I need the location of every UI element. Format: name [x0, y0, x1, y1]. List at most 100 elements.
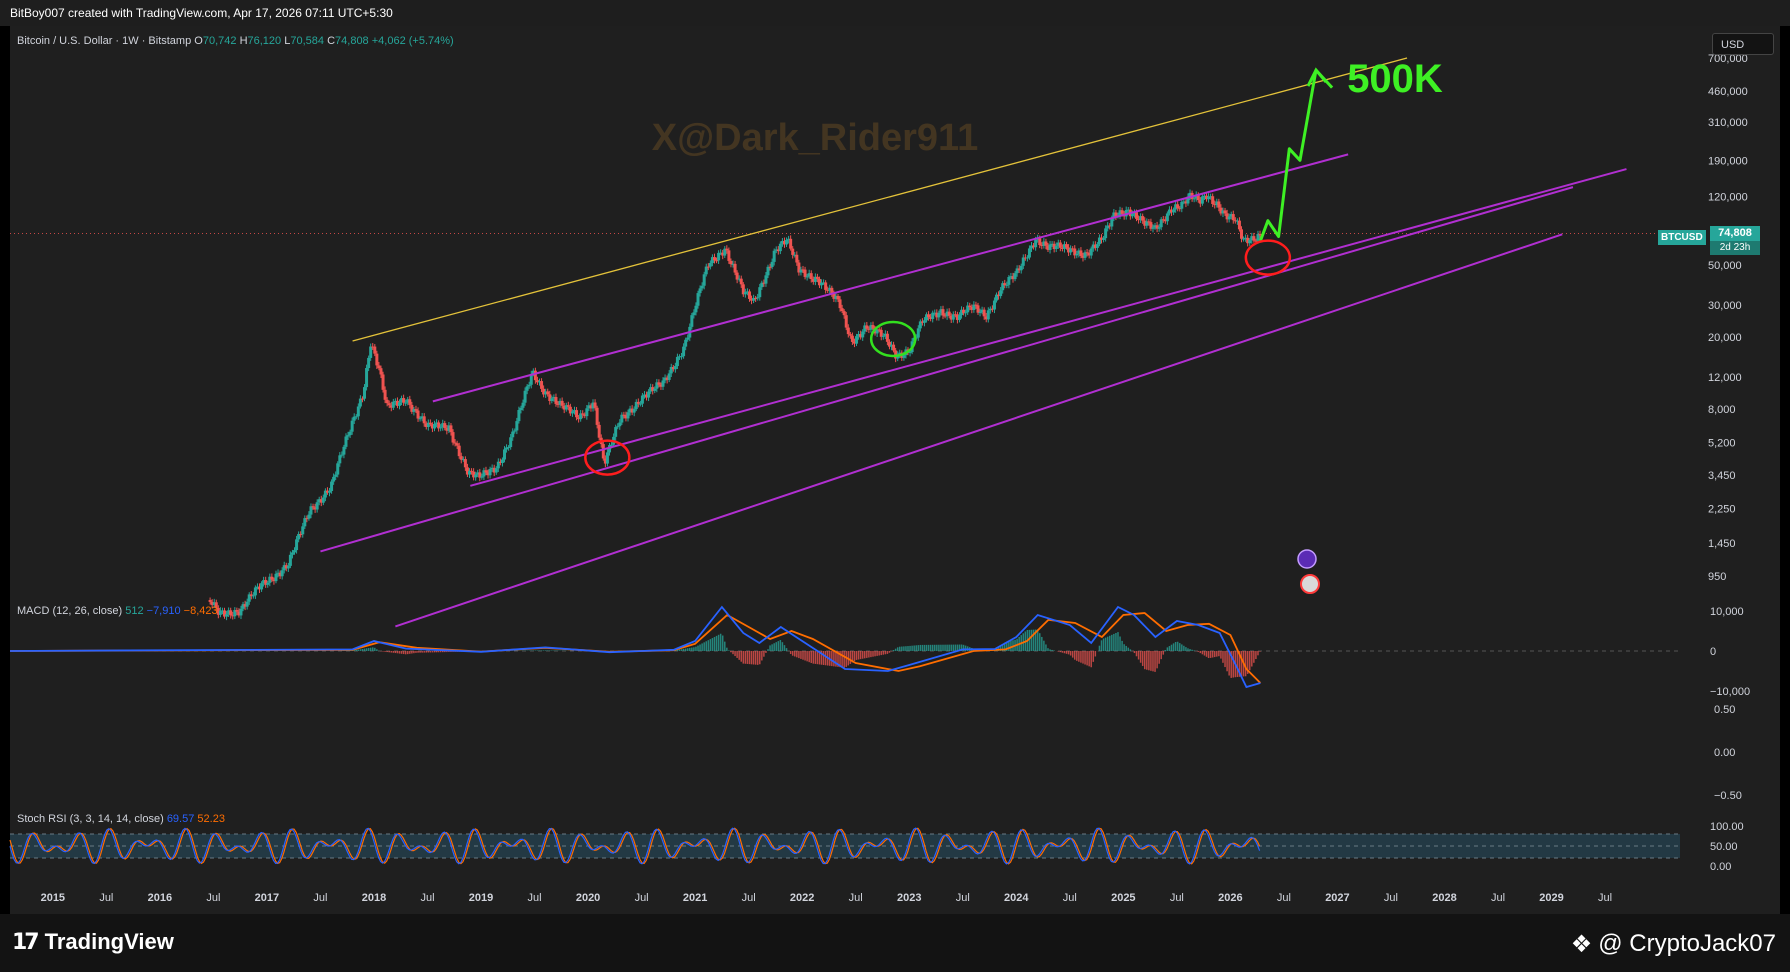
candle-body [1091, 244, 1095, 249]
candle-body [616, 426, 620, 428]
candle-body [237, 611, 241, 616]
candle-body [1044, 241, 1048, 246]
currency-button[interactable]: USD [1712, 33, 1774, 55]
candle-body [406, 399, 410, 403]
candle-body [745, 291, 749, 293]
candle-body [951, 314, 955, 320]
candle-body [789, 238, 793, 249]
price-tick-label: 460,000 [1708, 86, 1748, 98]
candle-body [562, 405, 566, 410]
candle-body [400, 398, 404, 403]
candle-body [640, 395, 644, 404]
candle-body [1225, 213, 1229, 220]
candle-body [890, 344, 894, 347]
candle-body [243, 604, 247, 607]
candle-body [303, 518, 307, 527]
candle-body [1077, 250, 1081, 254]
candle-body [428, 422, 432, 425]
change-value: +4,062 (+5.74%) [371, 35, 454, 47]
candle-body [439, 427, 443, 429]
candle-body [585, 408, 589, 417]
candle-body [964, 312, 968, 314]
candle-body [1038, 238, 1042, 246]
candle-body [770, 261, 774, 268]
low-value: 70,584 [290, 35, 325, 47]
candle-body [747, 291, 751, 299]
candle-body [387, 403, 391, 406]
candle-body [955, 314, 959, 320]
price-tick-label: 1,450 [1708, 538, 1736, 550]
candle-body [1102, 238, 1106, 240]
time-tick-label: Jul [99, 892, 113, 904]
candle-body [887, 341, 891, 347]
tradingview-logo[interactable]: 17 TradingView [12, 929, 174, 955]
candle-body [1205, 195, 1209, 200]
candle-body [1089, 248, 1093, 256]
candle-body [1250, 236, 1254, 241]
green-circle-annotation [869, 320, 917, 358]
candle-body [393, 400, 397, 402]
chart-panel[interactable] [10, 26, 1780, 914]
top-bar: BitBoy007 created with TradingView.com, … [0, 0, 1790, 26]
candle-body [472, 471, 476, 478]
candle-body [299, 534, 303, 536]
candle-body [801, 269, 805, 271]
flag-icon [1300, 574, 1320, 594]
price-tick-label: 8,000 [1708, 404, 1736, 416]
candle-body [328, 491, 332, 493]
candle-body [929, 317, 933, 319]
candle-body [593, 402, 597, 408]
candle-body [883, 333, 887, 336]
candle-body [787, 238, 791, 240]
candle-body [465, 467, 469, 475]
candle-body [381, 374, 385, 390]
binance-diamond-icon: ❖ [1570, 930, 1593, 958]
candle-body [1202, 195, 1206, 197]
candle-body [1213, 203, 1217, 206]
candle-body [537, 381, 541, 383]
candle-body [702, 274, 706, 286]
candle-body [229, 610, 233, 616]
candle-body [848, 334, 852, 336]
candle-body [544, 391, 548, 395]
empty-pane-tick-label: 0.50 [1714, 704, 1735, 716]
candle-body [970, 307, 974, 310]
candle-body [916, 328, 920, 338]
candle-body [280, 570, 284, 577]
candle-body [1013, 273, 1017, 280]
candle-body [642, 394, 646, 396]
candle-body [552, 397, 556, 399]
candle-body [288, 554, 292, 566]
price-tag-countdown: 2d 23h [1710, 241, 1760, 255]
candle-body [710, 257, 714, 264]
time-tick-label: Jul [849, 892, 863, 904]
candle-body [1005, 284, 1009, 286]
candle-body [1095, 244, 1099, 248]
price-tick-label: 12,000 [1708, 372, 1742, 384]
candle-body [766, 266, 770, 276]
candle-body [455, 443, 459, 446]
time-tick-label: 2024 [1004, 892, 1029, 904]
candle-body [980, 309, 984, 313]
candle-body [365, 368, 369, 388]
candle-body [762, 282, 766, 284]
candle-body [797, 262, 801, 273]
candle-body [325, 490, 329, 493]
candle-body [861, 331, 865, 338]
time-tick-label: Jul [1277, 892, 1291, 904]
candle-body [1112, 212, 1116, 219]
candle-body [402, 398, 406, 403]
candle-body [671, 366, 675, 370]
footer-bar [0, 914, 1790, 972]
candle-body [1244, 237, 1248, 239]
candle-body [754, 297, 758, 299]
candle-body [369, 346, 373, 358]
close-label: C [327, 35, 336, 47]
candle-body [881, 335, 885, 337]
candle-body [603, 458, 607, 464]
candle-body [1015, 268, 1019, 274]
candle-body [513, 430, 517, 432]
time-tick-label: 2028 [1432, 892, 1456, 904]
candle-body [323, 490, 327, 498]
